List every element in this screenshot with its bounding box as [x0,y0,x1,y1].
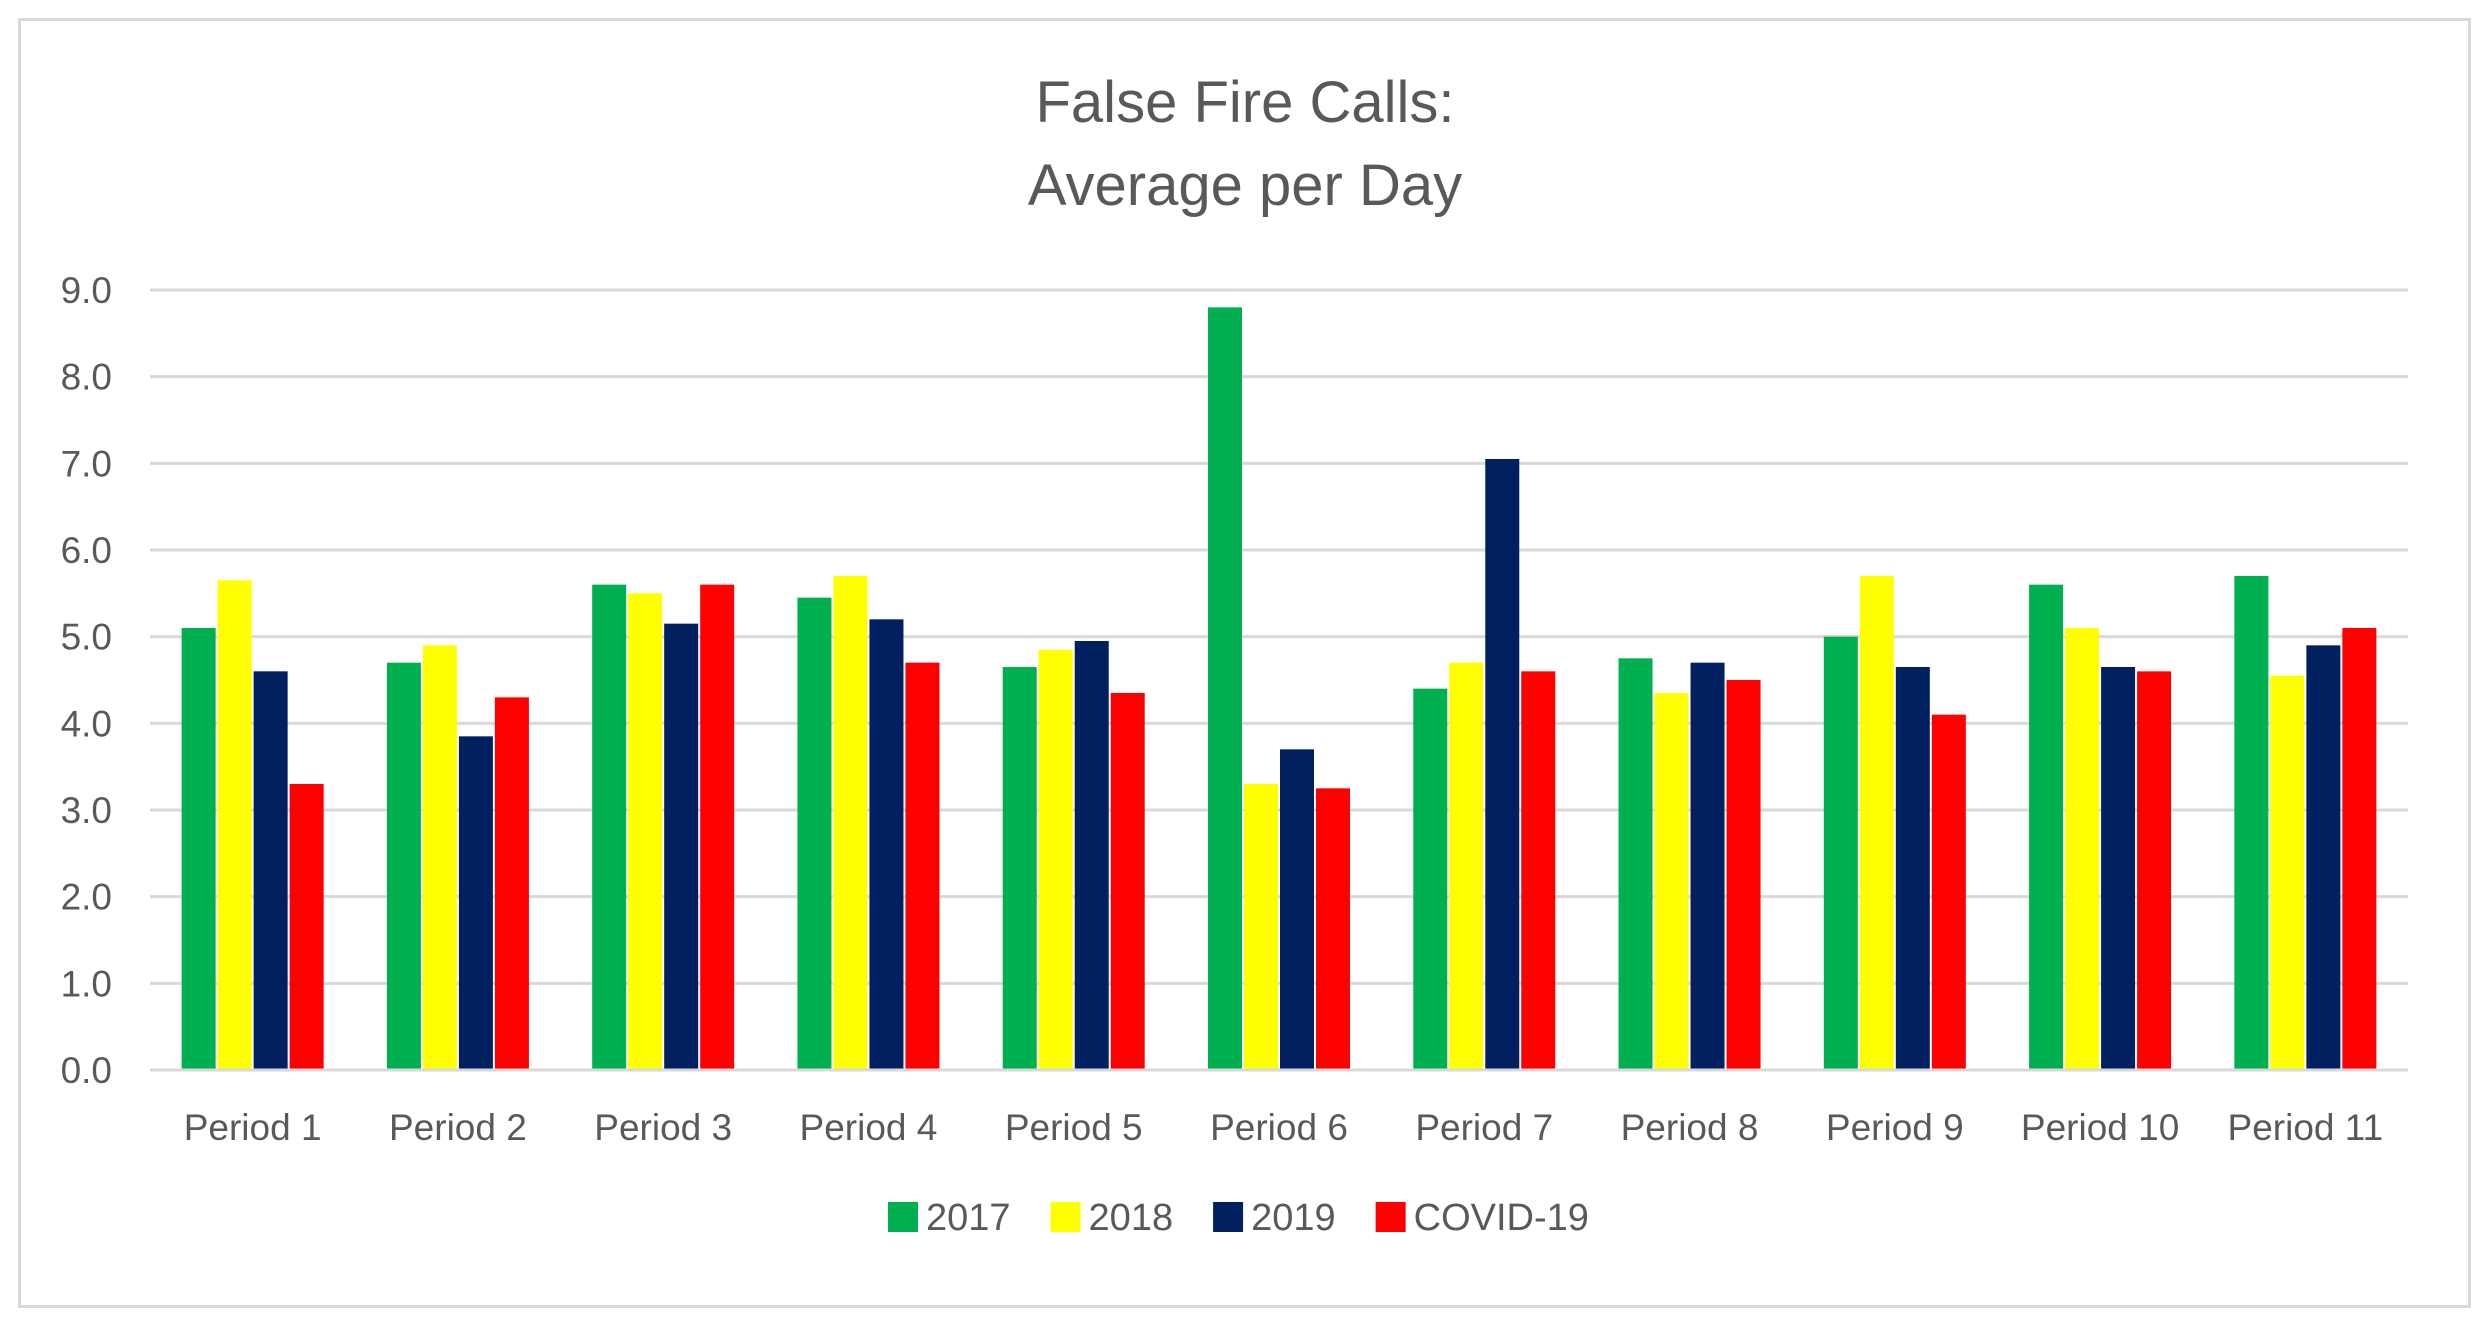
bar-covid-19-period-5 [1110,693,1145,1070]
y-tick-label: 1.0 [61,963,112,1004]
bar-2019-period-1 [253,671,288,1070]
chart-title-line-1: False Fire Calls: [1036,70,1455,135]
bar-2019-period-7 [1485,459,1520,1070]
bar-2019-period-9 [1895,667,1930,1070]
bar-2018-period-7 [1449,662,1484,1070]
bar-2019-period-11 [2306,645,2341,1070]
bar-2018-period-10 [2065,628,2100,1070]
bar-2017-period-10 [2029,584,2064,1070]
legend: 2017 2018 2019 COVID-19 [888,1197,1589,1239]
x-tick-label: Period 8 [1621,1107,1759,1148]
y-tick-label: 3.0 [61,790,112,831]
bar-covid-19-period-9 [1931,714,1966,1070]
bar-covid-19-period-1 [289,784,324,1070]
bar-covid-19-period-8 [1726,680,1761,1070]
bar-2018-period-5 [1038,649,1073,1070]
y-tick-label: 4.0 [61,703,112,744]
x-tick-label: Period 10 [2021,1107,2179,1148]
bar-2019-period-6 [1280,749,1314,1070]
y-tick-label: 5.0 [61,617,112,658]
legend-swatch [1050,1202,1081,1232]
bar-2017-period-5 [1002,667,1037,1070]
legend-label: 2017 [926,1197,1011,1239]
bar-covid-19-period-4 [905,662,940,1070]
bar-2017-period-6 [1208,307,1242,1070]
bar-2018-period-2 [422,645,457,1070]
x-tick-label: Period 11 [2228,1107,2384,1148]
legend-label: COVID-19 [1414,1197,1589,1239]
bar-covid-19-period-11 [2342,628,2377,1070]
legend-swatch [1213,1202,1244,1232]
x-tick-label: Period 2 [389,1107,527,1148]
x-tick-label: Period 6 [1210,1107,1348,1148]
legend-label: 2018 [1089,1197,1174,1239]
x-tick-label: Period 1 [184,1107,322,1148]
legend-swatch [888,1202,918,1232]
y-tick-label: 7.0 [61,443,112,484]
bar-covid-19-period-10 [2137,671,2172,1070]
bar-2017-period-9 [1823,636,1858,1070]
bar-covid-19-period-2 [494,697,529,1070]
y-tick-label: 9.0 [61,270,112,311]
bar-2019-period-5 [1074,641,1109,1070]
bar-2018-period-11 [2270,675,2305,1070]
x-tick-label: Period 9 [1826,1107,1964,1148]
bar-2017-period-11 [2234,576,2269,1070]
bar-2019-period-3 [664,623,699,1070]
y-axis-tick-labels: 0.0 1.0 2.0 3.0 4.0 5.0 6.0 7.0 8.0 9.0 [61,270,112,1091]
bar-covid-19-period-3 [700,584,735,1070]
bar-2018-period-8 [1654,693,1689,1070]
bar-2017-period-4 [797,597,832,1070]
bar-2017-period-2 [386,662,421,1070]
bar-2017-period-7 [1413,688,1448,1070]
x-tick-label: Period 5 [1005,1107,1143,1148]
bar-2017-period-1 [181,628,216,1070]
x-tick-label: Period 4 [800,1107,938,1148]
chart-title: False Fire Calls: Average per Day [1028,70,1462,218]
legend-swatch [1375,1202,1406,1232]
bar-2018-period-9 [1859,576,1894,1070]
bar-2018-period-6 [1244,784,1278,1070]
y-tick-label: 8.0 [61,357,112,398]
bar-2017-period-8 [1618,658,1653,1070]
bars [181,307,2377,1070]
bar-covid-19-period-7 [1521,671,1556,1070]
x-tick-label: Period 7 [1415,1107,1553,1148]
x-tick-label: Period 3 [594,1107,732,1148]
y-tick-label: 2.0 [61,877,112,918]
legend-label: 2019 [1251,1197,1336,1239]
chart-title-line-2: Average per Day [1028,153,1462,218]
y-tick-label: 0.0 [61,1050,112,1091]
bar-2017-period-3 [592,584,627,1070]
x-axis-tick-labels: Period 1 Period 2 Period 3 Period 4 Period 5… [184,1107,2383,1148]
bar-2018-period-1 [217,580,252,1070]
bar-2018-period-3 [628,593,663,1070]
y-tick-label: 6.0 [61,530,112,571]
bar-2019-period-4 [869,619,904,1070]
bar-2019-period-8 [1690,662,1725,1070]
bar-2018-period-4 [833,576,868,1070]
bar-2019-period-2 [458,736,493,1070]
bar-covid-19-period-6 [1316,788,1350,1070]
bar-2019-period-10 [2101,667,2136,1070]
